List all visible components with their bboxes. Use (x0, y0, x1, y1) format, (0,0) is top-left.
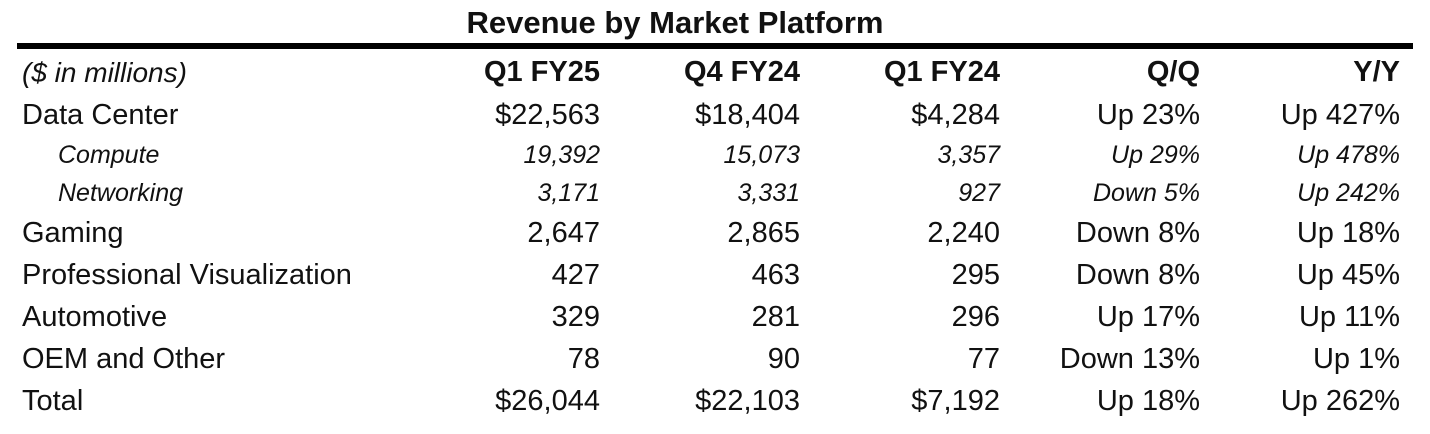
cell-value: 427 (551, 258, 600, 291)
table-row-oem-and-other: OEM and Other 78 90 77 Down 13% Up 1% (0, 338, 1430, 380)
cell-value: $26,044 (495, 384, 600, 417)
cell-value: $22,563 (495, 98, 600, 131)
cell-value: 296 (951, 300, 1000, 333)
cell-value: Up 242% (1297, 178, 1400, 207)
col-header-q1fy24: Q1 FY24 (883, 56, 1000, 88)
cell-value: 3,171 (537, 178, 600, 207)
cell-value: 295 (951, 258, 1000, 291)
cell-value: Down 8% (1075, 216, 1200, 249)
col-header-q1fy25: Q1 FY25 (483, 56, 600, 88)
cell-value: 90 (767, 342, 800, 375)
cell-value: Up 1% (1312, 342, 1400, 375)
table-row-total: Total $26,044 $22,103 $7,192 Up 18% Up 2… (0, 380, 1430, 422)
cell-value: Up 18% (1296, 216, 1400, 249)
cell-value: 2,647 (527, 216, 600, 249)
cell-value: Up 11% (1298, 300, 1400, 333)
col-header-yy: Y/Y (1353, 56, 1400, 88)
table-title: Revenue by Market Platform (466, 5, 884, 40)
row-label: Data Center (22, 98, 179, 131)
table-row-professional-visualization: Professional Visualization 427 463 295 D… (0, 254, 1430, 296)
col-header-qq: Q/Q (1146, 56, 1200, 88)
row-label: Professional Visualization (22, 258, 352, 291)
cell-value: Up 18% (1096, 384, 1200, 417)
col-header-q4fy24: Q4 FY24 (683, 56, 800, 88)
cell-value: $7,192 (911, 384, 1000, 417)
table-row-automotive: Automotive 329 281 296 Up 17% Up 11% (0, 296, 1430, 338)
cell-value: Up 478% (1297, 140, 1400, 169)
cell-value: 77 (967, 342, 1000, 375)
cell-value: $22,103 (695, 384, 800, 417)
cell-value: 3,357 (937, 140, 1000, 169)
cell-value: 15,073 (723, 140, 800, 169)
cell-value: Up 29% (1111, 140, 1200, 169)
cell-value: 927 (958, 178, 1000, 207)
units-note: ($ in millions) (22, 57, 187, 88)
cell-value: $4,284 (911, 98, 1000, 131)
cell-value: Down 8% (1075, 258, 1200, 291)
cell-value: 2,865 (727, 216, 800, 249)
cell-value: Up 23% (1096, 98, 1200, 131)
cell-value: 19,392 (523, 140, 600, 169)
row-label: Networking (58, 178, 184, 207)
revenue-table: ($ in millions) Q1 FY25 Q4 FY24 Q1 FY24 … (0, 49, 1430, 422)
row-label: Automotive (22, 300, 168, 333)
table-row-data-center: Data Center $22,563 $18,404 $4,284 Up 23… (0, 94, 1430, 136)
cell-value: Down 13% (1059, 342, 1200, 375)
title-rule (17, 43, 1413, 49)
cell-value: Down 5% (1093, 178, 1200, 207)
row-label: OEM and Other (22, 342, 226, 375)
cell-value: 463 (751, 258, 800, 291)
cell-value: Up 262% (1280, 384, 1400, 417)
table-row-networking: Networking 3,171 3,331 927 Down 5% Up 24… (0, 174, 1430, 212)
cell-value: 78 (567, 342, 600, 375)
cell-value: Up 17% (1096, 300, 1200, 333)
row-label: Total (22, 384, 84, 417)
cell-value: 2,240 (927, 216, 1000, 249)
cell-value: 329 (551, 300, 600, 333)
table-row-gaming: Gaming 2,647 2,865 2,240 Down 8% Up 18% (0, 212, 1430, 254)
cell-value: 281 (751, 300, 800, 333)
cell-value: $18,404 (695, 98, 800, 131)
header-row: ($ in millions) Q1 FY25 Q4 FY24 Q1 FY24 … (0, 49, 1430, 94)
cell-value: 3,331 (737, 178, 800, 207)
cell-value: Up 427% (1280, 98, 1400, 131)
table-row-compute: Compute 19,392 15,073 3,357 Up 29% Up 47… (0, 136, 1430, 174)
row-label: Compute (58, 140, 160, 169)
cell-value: Up 45% (1296, 258, 1400, 291)
row-label: Gaming (22, 216, 124, 249)
